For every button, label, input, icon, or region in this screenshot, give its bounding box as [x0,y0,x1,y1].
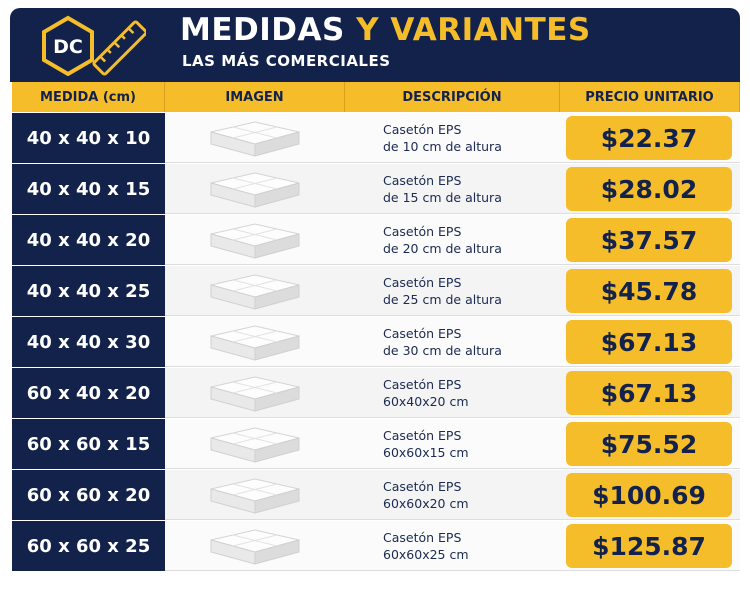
descripcion-line: Casetón EPS [383,479,462,494]
logo-icons: DC [42,15,146,76]
eps-image [205,475,305,517]
medida-cell: 40 x 40 x 15 [12,164,165,214]
medida-cell: 40 x 40 x 20 [12,215,165,265]
descripcion-cell: Casetón EPS 60x60x15 cm [345,419,560,469]
precio-cell: $67.13 [566,371,732,415]
precio-cell: $22.37 [566,116,732,160]
eps-image [205,271,305,313]
eps-image [205,373,305,415]
eps-block [210,172,300,208]
eps-image [205,424,305,466]
title-main: MEDIDAS [180,12,345,48]
descripcion-line: de 30 cm de altura [383,343,502,358]
eps-image [205,169,305,211]
descripcion-line: Casetón EPS [383,224,462,239]
precio-cell: $37.57 [566,218,732,262]
eps-block [210,529,300,565]
medida-cell: 40 x 40 x 25 [12,266,165,316]
descripcion-cell: Casetón EPS de 15 cm de altura [345,164,560,214]
descripcion-cell: Casetón EPS de 25 cm de altura [345,266,560,316]
descripcion-line: 60x60x25 cm [383,547,469,562]
eps-image [205,220,305,262]
descripcion-line: 60x60x15 cm [383,445,469,460]
eps-block [210,121,300,157]
descripcion-line: Casetón EPS [383,530,462,545]
eps-block [210,274,300,310]
medida-cell: 60 x 40 x 20 [12,368,165,418]
medida-cell: 40 x 40 x 30 [12,317,165,367]
eps-image [205,118,305,160]
descripcion-line: de 15 cm de altura [383,190,502,205]
eps-block [210,325,300,361]
medida-cell: 60 x 60 x 20 [12,470,165,520]
column-header: IMAGEN [165,82,345,112]
descripcion-line: Casetón EPS [383,275,462,290]
precio-cell: $125.87 [566,524,732,568]
medida-cell: 40 x 40 x 10 [12,113,165,163]
column-header: PRECIO UNITARIO [560,82,740,112]
medida-cell: 60 x 60 x 15 [12,419,165,469]
logo-text: DC [53,36,83,58]
precio-cell: $28.02 [566,167,732,211]
title: MEDIDAS Y VARIANTES [180,12,591,48]
descripcion-cell: Casetón EPS 60x60x25 cm [345,521,560,571]
descripcion-cell: Casetón EPS de 10 cm de altura [345,113,560,163]
descripcion-cell: Casetón EPS de 30 cm de altura [345,317,560,367]
descripcion-cell: Casetón EPS 60x60x20 cm [345,470,560,520]
precio-cell: $100.69 [566,473,732,517]
descripcion-cell: Casetón EPS 60x40x20 cm [345,368,560,418]
header: DC [10,8,740,82]
title-accent: Y VARIANTES [356,12,591,48]
precio-cell: $75.52 [566,422,732,466]
descripcion-line: de 20 cm de altura [383,241,502,256]
descripcion-line: de 25 cm de altura [383,292,502,307]
descripcion-line: Casetón EPS [383,173,462,188]
eps-block [210,223,300,259]
descripcion-line: 60x60x20 cm [383,496,469,511]
eps-image [205,322,305,364]
eps-image [205,526,305,568]
descripcion-line: de 10 cm de altura [383,139,502,154]
descripcion-cell: Casetón EPS de 20 cm de altura [345,215,560,265]
precio-cell: $67.13 [566,320,732,364]
subtitle: LAS MÁS COMERCIALES [182,52,391,70]
descripcion-line: Casetón EPS [383,122,462,137]
descripcion-line: Casetón EPS [383,326,462,341]
eps-block [210,478,300,514]
descripcion-line: 60x40x20 cm [383,394,469,409]
precio-cell: $45.78 [566,269,732,313]
eps-block [210,376,300,412]
eps-block [210,427,300,463]
descripcion-line: Casetón EPS [383,377,462,392]
medida-cell: 60 x 60 x 25 [12,521,165,571]
column-header: DESCRIPCIÓN [345,82,560,112]
column-header: MEDIDA (cm) [12,82,165,112]
descripcion-line: Casetón EPS [383,428,462,443]
